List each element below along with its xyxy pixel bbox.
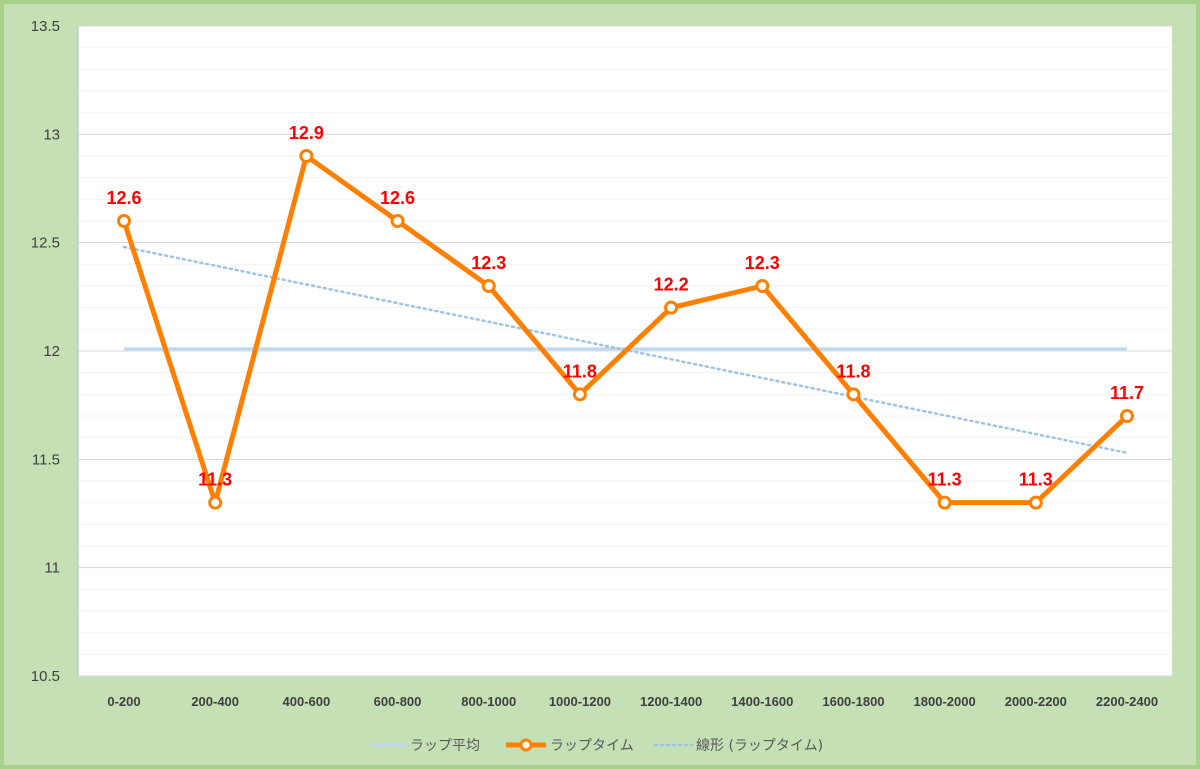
data-label: 11.8 — [563, 361, 597, 381]
data-label: 11.3 — [198, 470, 232, 490]
x-tick-label: 1000-1200 — [549, 694, 611, 709]
lap-time-marker — [846, 387, 861, 402]
x-tick-label: 0-200 — [107, 694, 140, 709]
y-axis-ticks: 10.5 11 11.5 12 12.5 13 13.5 — [31, 18, 60, 685]
y-tick-label: 12 — [43, 343, 60, 360]
data-label: 11.3 — [1019, 470, 1053, 490]
lap-time-marker — [390, 214, 405, 228]
lap-time-marker — [1028, 495, 1043, 510]
series-group — [117, 149, 1134, 510]
lap-time-marker — [481, 279, 496, 293]
x-tick-label: 800-1000 — [461, 694, 516, 709]
lap-time-marker — [755, 279, 770, 293]
y-tick-label: 10.5 — [31, 668, 60, 685]
data-label: 11.8 — [836, 361, 870, 381]
y-tick-label: 13 — [43, 126, 60, 143]
lap-time-marker — [299, 149, 314, 163]
data-label: 12.9 — [289, 123, 324, 143]
x-tick-label: 600-800 — [374, 694, 422, 709]
x-axis-ticks: 0-200 200-400 400-600 600-800 800-1000 1000-1… — [107, 694, 1158, 709]
legend-label-trend: 線形 (ラップタイム) — [696, 738, 823, 754]
x-tick-label: 1400-1600 — [731, 694, 793, 709]
lap-time-line — [121, 153, 1129, 506]
x-tick-label: 400-600 — [283, 694, 331, 709]
x-tick-label: 1200-1400 — [640, 694, 702, 709]
lap-time-marker — [937, 495, 952, 510]
x-tick-label: 1600-1800 — [822, 694, 884, 709]
x-tick-label: 2000-2200 — [1005, 694, 1067, 709]
x-tick-label: 2200-2400 — [1096, 694, 1158, 709]
legend-label-lap-time: ラップタイム — [550, 738, 634, 754]
legend-marker-lap-time — [519, 738, 533, 752]
data-label: 12.6 — [380, 188, 415, 208]
x-tick-label: 1800-2000 — [914, 694, 976, 709]
legend: ラップ平均 ラップタイム 線形 (ラップタイム) — [372, 738, 823, 754]
lap-time-marker — [117, 214, 131, 228]
data-label: 12.6 — [106, 188, 141, 208]
lap-time-marker — [664, 300, 679, 315]
data-label: 12.3 — [745, 253, 780, 273]
x-tick-label: 200-400 — [191, 694, 239, 709]
data-label: 12.2 — [654, 275, 689, 295]
y-tick-label: 12.5 — [31, 235, 60, 252]
data-label: 11.7 — [1110, 383, 1144, 403]
y-tick-label: 11 — [44, 560, 60, 577]
legend-label-average: ラップ平均 — [410, 738, 480, 754]
data-labels: 12.6 11.3 12.9 12.6 12.3 11.8 12.2 12.3 11.8 11.3… — [106, 123, 1144, 490]
data-label: 12.3 — [471, 253, 506, 273]
data-label: 11.3 — [928, 470, 962, 490]
y-tick-label: 11.5 — [32, 451, 60, 468]
lap-time-marker — [1120, 409, 1134, 423]
lap-time-marker — [208, 495, 223, 510]
lap-time-marker — [572, 387, 587, 402]
y-tick-label: 13.5 — [31, 18, 60, 35]
